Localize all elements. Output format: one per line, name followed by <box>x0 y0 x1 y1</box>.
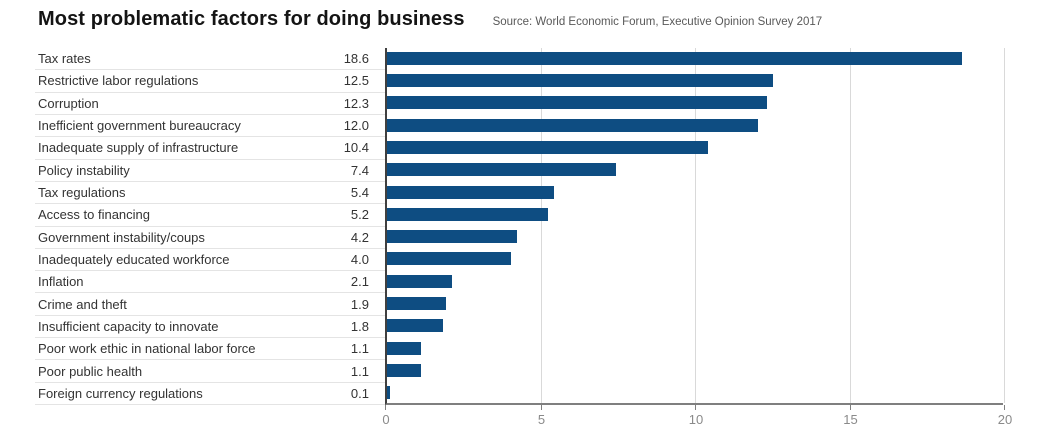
chart-title: Most problematic factors for doing busin… <box>38 8 465 30</box>
label-row: Access to financing 5.2 <box>35 204 385 227</box>
label-row: Poor public health 1.1 <box>35 360 385 383</box>
label-row: Restrictive labor regulations 12.5 <box>35 70 385 93</box>
x-axis-tick-label: 10 <box>688 412 704 427</box>
bar-5 <box>387 140 709 154</box>
gridline <box>695 48 696 403</box>
category-label: Crime and theft <box>38 296 127 312</box>
label-row: Tax rates 18.6 <box>35 48 385 71</box>
label-row: Corruption 12.3 <box>35 93 385 115</box>
bar-6 <box>387 163 616 177</box>
label-row: Inefficient government bureaucracy 12.0 <box>35 115 385 138</box>
x-axis-tick <box>1004 405 1005 410</box>
chart-header: Most problematic factors for doing busin… <box>38 8 822 31</box>
label-row: Government instability/coups 4.2 <box>35 227 385 249</box>
label-row: Insufficient capacity to innovate 1.8 <box>35 316 385 339</box>
x-axis-tick-label: 5 <box>537 412 546 427</box>
gridline <box>1004 48 1005 403</box>
category-label: Access to financing <box>38 207 151 223</box>
bar-9 <box>387 230 517 244</box>
category-label-column: Tax rates 18.6 Restrictive labor regulatio… <box>35 48 385 405</box>
value-label: 1.8 <box>350 318 369 334</box>
category-label: Insufficient capacity to innovate <box>38 318 219 334</box>
category-label: Poor work ethic in national labor force <box>38 341 256 357</box>
x-axis-tick-label: 20 <box>997 412 1013 427</box>
value-label: 12.5 <box>343 73 369 89</box>
value-label: 10.4 <box>343 140 369 156</box>
value-label: 4.0 <box>350 251 369 267</box>
value-label: 12.0 <box>343 118 369 134</box>
value-label: 18.6 <box>343 51 369 67</box>
category-label: Restrictive labor regulations <box>38 73 199 89</box>
bar-15 <box>387 364 421 378</box>
bar-16 <box>387 386 391 400</box>
gridline <box>849 48 851 403</box>
category-label: Tax regulations <box>38 185 126 201</box>
x-axis-tick <box>695 405 696 410</box>
label-row: Policy instability 7.4 <box>35 160 385 182</box>
value-label: 1.9 <box>350 296 369 312</box>
category-label: Policy instability <box>38 162 130 178</box>
bar-11 <box>387 274 452 288</box>
value-label: 0.1 <box>350 385 369 401</box>
label-row: Tax regulations 5.4 <box>35 182 385 205</box>
bar-14 <box>387 341 421 355</box>
label-row: Crime and theft 1.9 <box>35 293 385 316</box>
bar-10 <box>387 252 511 266</box>
x-axis-tick-label: 0 <box>382 412 390 427</box>
category-label: Corruption <box>38 95 99 111</box>
label-row: Poor work ethic in national labor force 1… <box>35 338 385 361</box>
value-label: 7.4 <box>350 162 369 178</box>
category-label: Inadequately educated workforce <box>38 251 230 267</box>
value-label: 1.1 <box>350 341 369 357</box>
bar-1 <box>387 51 962 65</box>
category-label: Inefficient government bureaucracy <box>38 118 241 134</box>
label-row: Foreign currency regulations 0.1 <box>35 383 385 405</box>
bar-8 <box>387 207 548 221</box>
label-row: Inflation 2.1 <box>35 271 385 294</box>
gridline <box>540 48 542 403</box>
value-label: 5.2 <box>350 207 369 223</box>
category-label: Inflation <box>38 274 84 290</box>
bar-2 <box>387 73 774 87</box>
label-row: Inadequate supply of infrastructure 10.4 <box>35 137 385 160</box>
value-label: 5.4 <box>350 185 369 201</box>
bar-12 <box>387 297 446 311</box>
bar-4 <box>387 118 758 132</box>
bar-13 <box>387 319 443 333</box>
bar-3 <box>387 96 768 110</box>
value-label: 12.3 <box>343 95 369 111</box>
category-label: Foreign currency regulations <box>38 385 203 401</box>
value-label: 2.1 <box>350 274 369 290</box>
value-label: 4.2 <box>350 229 369 245</box>
label-row: Inadequately educated workforce 4.0 <box>35 249 385 272</box>
x-axis-tick <box>385 405 386 410</box>
bar-plot-area: 0 5 10 15 20 <box>382 48 1012 427</box>
category-label: Inadequate supply of infrastructure <box>38 140 239 156</box>
category-label: Poor public health <box>38 363 143 379</box>
category-label: Tax rates <box>38 51 91 67</box>
category-label: Government instability/coups <box>38 229 205 245</box>
x-axis-tick <box>849 405 851 410</box>
value-label: 1.1 <box>350 363 369 379</box>
x-axis-tick <box>540 405 542 410</box>
x-axis-tick-label: 15 <box>843 412 858 427</box>
chart-source: Source: World Economic Forum, Executive … <box>492 16 823 28</box>
bar-7 <box>387 185 554 199</box>
